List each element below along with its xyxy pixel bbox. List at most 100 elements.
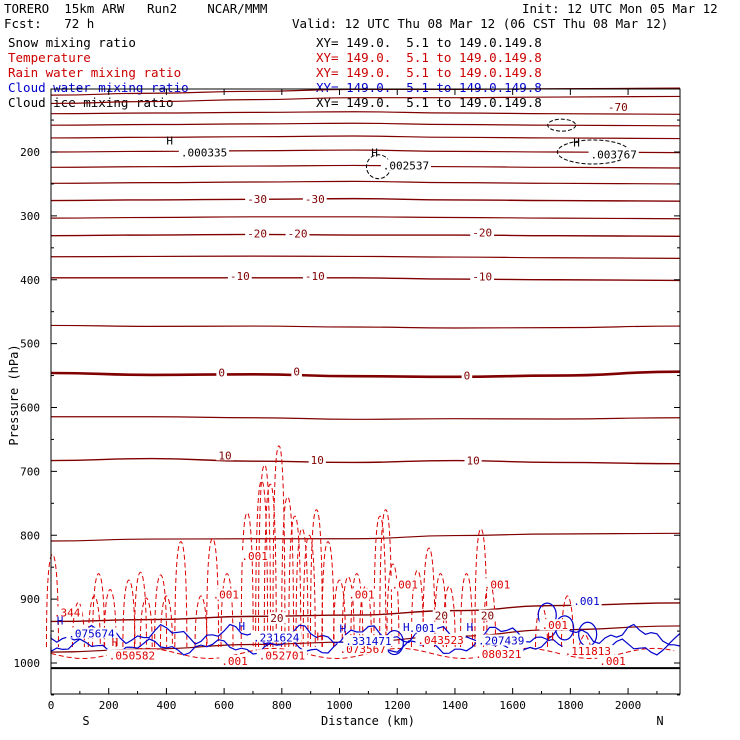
rain-value-label: .001: [213, 589, 240, 602]
cloud-ice-value-label-bg: [178, 146, 230, 158]
rain-value-label: .001: [241, 550, 268, 563]
high-marker: H: [166, 134, 173, 147]
isotherm-label-bg: [464, 454, 482, 466]
isotherm-line: [50, 324, 681, 329]
rain-value-label: .001: [542, 619, 569, 632]
valid-time: Valid: 12 UTC Thu 08 Mar 12 (06 CST Thu …: [292, 16, 669, 31]
high-marker: H: [57, 615, 64, 628]
isotherm-label: 20: [435, 610, 448, 623]
rain-contour: [288, 515, 302, 648]
plot-frame: [50, 88, 681, 695]
isotherm-label: 20: [270, 612, 283, 625]
isotherm-label-bg: [308, 453, 326, 465]
legend-cloud-water-xy: XY= 149.0. 5.1 to 149.0.149.8: [316, 80, 542, 95]
rain-value-label-bg: [337, 642, 388, 654]
rain-contour: [255, 480, 269, 648]
isotherm-line: [50, 532, 681, 542]
cloud-water-value-label-bg: [343, 635, 394, 647]
rain-value-label: .111813: [565, 645, 611, 658]
rain-value-label-bg: [539, 619, 570, 631]
rain-value-label-bg: [481, 578, 513, 590]
isotherm-label: -20: [288, 228, 308, 241]
isotherm-line: [51, 416, 681, 420]
cloud-water-value-label-bg: [476, 634, 527, 646]
isotherm-label: 0: [293, 366, 300, 379]
isotherm-label-bg: [470, 226, 495, 238]
rain-contour: [92, 573, 106, 648]
rain-contour: [258, 464, 272, 648]
rain-value-label-bg: [239, 550, 270, 562]
rain-contour: [194, 595, 208, 648]
rain-value-label-bg: [562, 644, 613, 656]
cloud-ice-value-label: .002537: [383, 159, 429, 172]
rain-contour: [240, 512, 254, 648]
isotherm-label: -20: [247, 228, 267, 241]
x-tick-label: 1000: [326, 699, 353, 712]
isotherm-label-bg: [216, 366, 227, 378]
isotherm-label-bg: [245, 227, 270, 239]
rain-contour: [50, 647, 675, 660]
isotherm-line: [50, 164, 681, 169]
rain-contour: [333, 579, 347, 648]
cloud-ice-value-label-bg: [380, 159, 432, 171]
high-marker: H: [466, 621, 473, 634]
isotherm-line: [50, 255, 681, 259]
isotherm-label: -20: [472, 226, 492, 239]
rain-value-label-bg: [210, 588, 241, 600]
legend-temperature-label: Temperature: [8, 50, 91, 65]
y-tick-label: 900: [20, 593, 40, 606]
high-marker: H: [239, 620, 246, 633]
isotherm-0: [50, 370, 681, 379]
rain-value-label-bg: [219, 655, 250, 666]
rain-contour: [459, 573, 473, 648]
isotherm--10: [50, 277, 681, 282]
rain-contour: [386, 563, 400, 648]
x-tick-label: 600: [214, 699, 234, 712]
isotherm-label-bg: [432, 609, 450, 621]
rain-contour: [321, 541, 335, 648]
cloud-ice-contour: [547, 118, 577, 132]
rain-contour: [309, 509, 323, 648]
rain-value-label: .052701: [259, 649, 305, 662]
cloud-water-value-label: .207439: [478, 635, 524, 648]
cloud-water-contour: [50, 623, 681, 646]
isotherm-10: [50, 457, 681, 465]
y-tick-label: 800: [20, 529, 40, 542]
isotherm-20: [50, 602, 681, 623]
rain-value-label: .001: [391, 578, 418, 591]
rain-value-label-bg: [346, 588, 377, 600]
legend-rain-label: Rain water mixing ratio: [8, 65, 182, 80]
rain-contour: [159, 595, 173, 648]
rain-contour: [295, 528, 309, 648]
high-marker: H: [316, 631, 323, 644]
y-tick-label: 300: [20, 210, 40, 223]
isotherm-label-bg: [268, 612, 286, 624]
cloud-water-value-label: .331471: [345, 635, 391, 648]
isotherm-line: [50, 180, 681, 185]
isotherm-label-bg: [245, 193, 270, 205]
rain-value-label: .043523: [417, 634, 463, 647]
rain-contour: [174, 541, 188, 648]
y-tick-label: 400: [20, 274, 40, 287]
isotherm-label: 10: [218, 449, 231, 462]
x-tick-label: 1800: [557, 699, 584, 712]
isotherm-label-bg: [302, 193, 327, 205]
rain-value-label-bg: [389, 578, 420, 590]
y-tick-label: 200: [20, 146, 40, 159]
rain-value-label-bg: [106, 649, 157, 661]
isotherm-label: -30: [247, 193, 267, 206]
legend-cloud-water-label: Cloud water mixing ratio: [8, 80, 189, 95]
x-tick-label: 2000: [615, 699, 642, 712]
cloud-water-value-label: .075674: [68, 628, 115, 641]
x-tick-label: 200: [99, 699, 119, 712]
x-tick-label: 0: [48, 699, 55, 712]
rain-value-label-bg: [51, 606, 83, 618]
rain-value-label: .080321: [475, 648, 521, 661]
x-tick-label: 1400: [442, 699, 469, 712]
isotherm-label: 10: [466, 454, 479, 467]
rain-contour: [422, 547, 436, 648]
rain-contour: [434, 573, 448, 648]
rain-contour: [341, 576, 355, 648]
rain-contour: [474, 528, 488, 648]
